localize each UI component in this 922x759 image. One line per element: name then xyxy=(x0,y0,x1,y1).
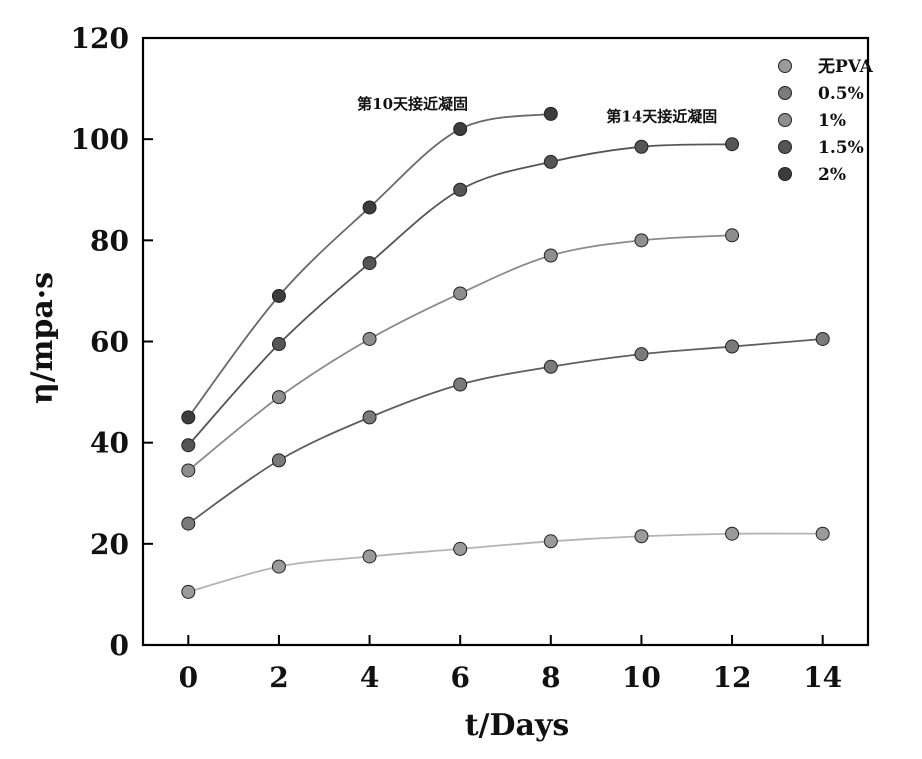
y-tick-label: 0 xyxy=(110,629,129,662)
y-tick-label: 20 xyxy=(90,528,129,561)
y-axis-title: η/mpa·s xyxy=(25,272,60,404)
annotations: 第10天接近凝固第14天接近凝固 xyxy=(357,95,717,126)
data-point-series-0 xyxy=(272,560,285,573)
data-point-series-4 xyxy=(454,123,467,136)
data-point-series-4 xyxy=(363,201,376,214)
data-point-series-4 xyxy=(182,411,195,424)
data-point-series-1 xyxy=(544,360,557,373)
legend-marker xyxy=(779,141,792,154)
data-point-series-1 xyxy=(816,332,829,345)
data-point-series-0 xyxy=(363,550,376,563)
data-point-series-1 xyxy=(182,517,195,530)
data-point-series-3 xyxy=(635,140,648,153)
data-point-series-1 xyxy=(454,378,467,391)
data-point-series-2 xyxy=(182,464,195,477)
legend-label: 1.5% xyxy=(818,138,864,158)
data-point-series-3 xyxy=(272,338,285,351)
data-point-series-1 xyxy=(272,454,285,467)
x-tick-label: 2 xyxy=(269,661,288,694)
x-tick-label: 4 xyxy=(360,661,379,694)
data-point-series-1 xyxy=(726,340,739,353)
data-point-series-2 xyxy=(363,332,376,345)
y-tick-label: 100 xyxy=(71,123,129,156)
x-tick-label: 14 xyxy=(803,661,842,694)
data-point-series-4 xyxy=(272,289,285,302)
data-point-series-4 xyxy=(544,107,557,120)
data-point-series-3 xyxy=(363,257,376,270)
data-point-series-3 xyxy=(454,183,467,196)
data-point-series-0 xyxy=(816,527,829,540)
data-point-series-2 xyxy=(726,229,739,242)
fit-curves xyxy=(188,114,822,592)
data-point-series-0 xyxy=(454,542,467,555)
data-point-series-0 xyxy=(726,527,739,540)
x-tick-label: 10 xyxy=(622,661,661,694)
x-axis-title: t/Days xyxy=(465,708,570,743)
annotation-label: 第10天接近凝固 xyxy=(357,95,468,113)
y-tick-label: 120 xyxy=(71,22,129,55)
data-point-series-0 xyxy=(182,585,195,598)
data-point-series-2 xyxy=(454,287,467,300)
y-tick-label: 80 xyxy=(90,224,129,257)
data-point-series-1 xyxy=(363,411,376,424)
legend: 无PVA 0.5% 1% 1.5% 2% xyxy=(779,57,874,185)
data-point-series-0 xyxy=(544,535,557,548)
data-point-series-3 xyxy=(726,138,739,151)
legend-label: 无PVA xyxy=(817,57,874,77)
x-tick-label: 8 xyxy=(541,661,560,694)
data-point-series-2 xyxy=(272,391,285,404)
data-point-series-0 xyxy=(635,530,648,543)
data-point-series-3 xyxy=(182,439,195,452)
legend-label: 2% xyxy=(818,165,846,185)
legend-marker xyxy=(779,168,792,181)
data-points xyxy=(182,107,829,598)
legend-marker xyxy=(779,114,792,127)
x-tick-label: 0 xyxy=(179,661,198,694)
x-tick-label: 6 xyxy=(450,661,469,694)
data-point-series-3 xyxy=(544,155,557,168)
data-point-series-1 xyxy=(635,348,648,361)
y-tick-label: 60 xyxy=(90,326,129,359)
annotation-label: 第14天接近凝固 xyxy=(606,107,717,125)
legend-label: 1% xyxy=(818,111,846,131)
fit-line-series-1 xyxy=(188,339,822,524)
data-point-series-2 xyxy=(544,249,557,262)
legend-label: 0.5% xyxy=(818,84,864,104)
legend-marker xyxy=(779,60,792,73)
x-tick-label: 12 xyxy=(713,661,752,694)
legend-marker xyxy=(779,87,792,100)
y-tick-label: 40 xyxy=(90,427,129,460)
plot-frame xyxy=(143,38,868,645)
data-point-series-2 xyxy=(635,234,648,247)
